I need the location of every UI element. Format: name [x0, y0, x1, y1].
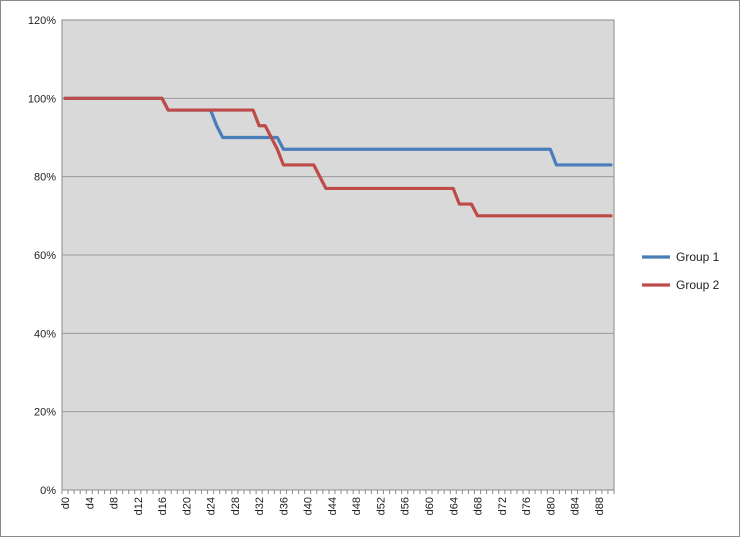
x-tick-label: d36: [278, 497, 290, 515]
x-tick-label: d68: [473, 497, 485, 515]
x-tick-label: d56: [400, 497, 412, 515]
y-tick-label: 80%: [34, 172, 56, 184]
x-tick-label: d40: [303, 497, 315, 515]
x-tick-label: d80: [545, 497, 557, 515]
x-tick-label: d44: [327, 497, 339, 515]
y-tick-label: 120%: [28, 15, 56, 27]
x-tick-label: d72: [497, 497, 509, 515]
x-tick-label: d4: [84, 497, 96, 509]
legend: Group 1 Group 2: [642, 250, 720, 292]
y-tick-label: 40%: [34, 328, 56, 340]
y-axis: 0% 20% 40% 60% 80% 100% 120%: [28, 15, 56, 497]
y-tick-label: 100%: [28, 93, 56, 105]
x-tick-label: d84: [570, 497, 582, 515]
x-tick-label: d24: [206, 497, 218, 515]
x-axis: d0 d4 d8 d12 d16 d20 d24 d28 d32 d36 d40 d44 d48 d52 d…: [60, 490, 615, 515]
legend-label-group-1: Group 1: [676, 250, 720, 264]
y-tick-label: 0%: [40, 485, 56, 497]
x-tick-label: d76: [521, 497, 533, 515]
series-lines: [63, 96, 613, 218]
x-tick-label: d64: [448, 497, 460, 515]
x-tick-label: d12: [133, 497, 145, 515]
legend-label-group-2: Group 2: [676, 278, 720, 292]
x-tick-label: d52: [375, 497, 387, 515]
x-tick-label: d28: [230, 497, 242, 515]
x-tick-label: d60: [424, 497, 436, 515]
x-tick-label: d0: [60, 497, 72, 509]
x-tick-label: d20: [181, 497, 193, 515]
x-tick-label: d8: [109, 497, 121, 509]
x-tick-label: d32: [254, 497, 266, 515]
x-tick-label: d48: [351, 497, 363, 515]
y-tick-label: 20%: [34, 407, 56, 419]
series-line-group-2: [63, 96, 613, 218]
y-tick-label: 60%: [34, 250, 56, 262]
x-tick-label: d16: [157, 497, 169, 515]
x-tick-label: d88: [594, 497, 606, 515]
